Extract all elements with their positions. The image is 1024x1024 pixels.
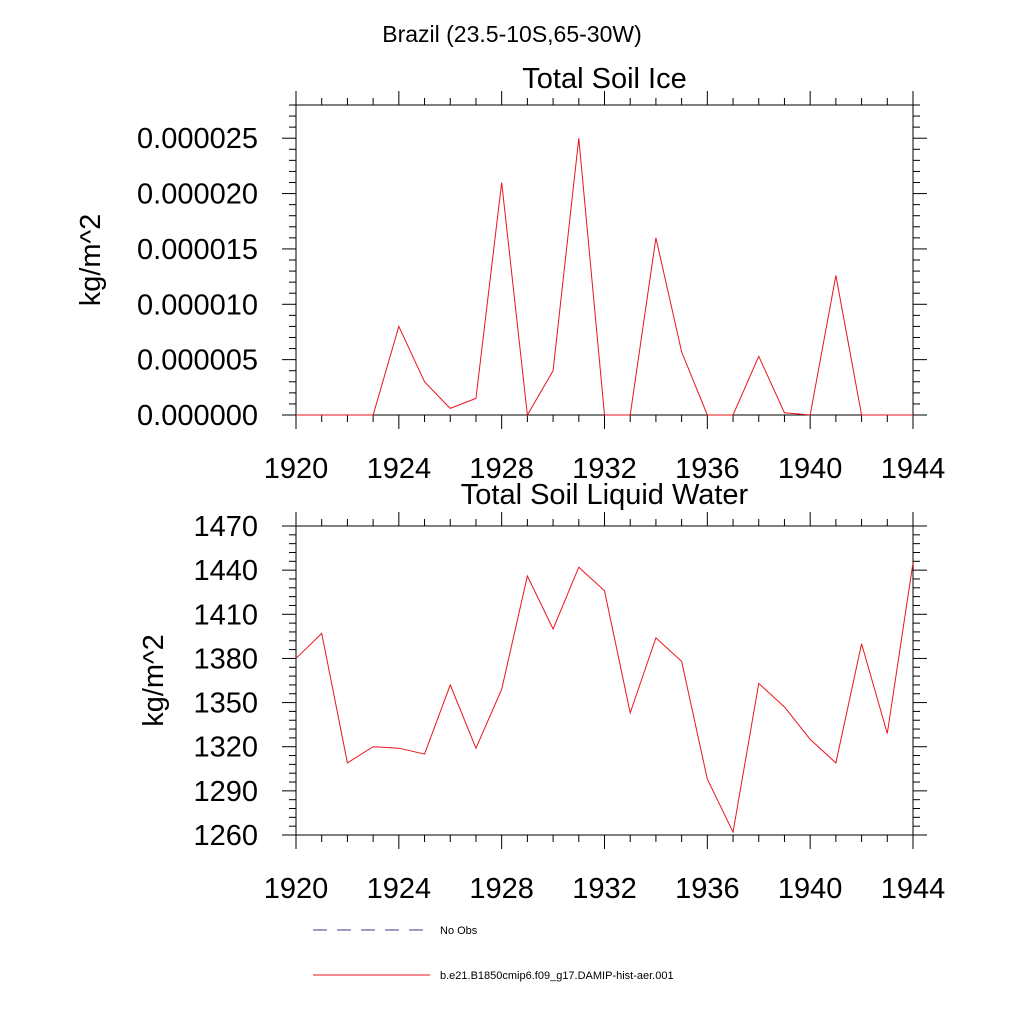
ice-x-tick-label: 1932 xyxy=(572,453,637,485)
ice-plot-frame xyxy=(295,104,914,416)
water-x-tick-label: 1928 xyxy=(469,873,534,905)
water-series-line xyxy=(295,562,914,834)
figure-title: Brazil (23.5-10S,65-30W) xyxy=(382,21,642,47)
ice-y-tick-label: 0.000015 xyxy=(137,234,258,266)
water-y-tick-label: 1290 xyxy=(193,776,258,808)
water-y-tick-label: 1470 xyxy=(193,511,258,543)
ice-y-tick-label: 0.000020 xyxy=(137,179,258,211)
ice-x-tick-label: 1940 xyxy=(778,453,843,485)
soil-ice-panel: Total Soil Ice kg/m^2 1920 1924 1928 1932 1936… xyxy=(75,63,945,485)
ice-x-tick-label: 1944 xyxy=(881,453,946,485)
legend-no-obs-label: No Obs xyxy=(440,925,478,937)
ice-x-tick-label: 1928 xyxy=(469,453,534,485)
water-x-tick-label: 1940 xyxy=(778,873,843,905)
water-y-axis-label: kg/m^2 xyxy=(138,634,170,727)
ice-x-tick-label: 1920 xyxy=(264,453,329,485)
water-x-tick-label: 1924 xyxy=(367,873,432,905)
legend-model-label: b.e21.B1850cmip6.f09_g17.DAMIP-hist-aer.… xyxy=(440,970,674,982)
water-chart-title: Total Soil Liquid Water xyxy=(461,479,749,511)
water-plot-frame xyxy=(295,525,914,836)
ice-y-tick-label: 0.000005 xyxy=(137,345,258,377)
water-y-tick-label: 1440 xyxy=(193,555,258,587)
ice-series-line xyxy=(296,138,913,417)
ice-chart-title: Total Soil Ice xyxy=(522,63,686,95)
ice-y-axis-label: kg/m^2 xyxy=(75,214,107,307)
soil-liquid-water-panel: Total Soil Liquid Water kg/m^2 1920 1924 192… xyxy=(138,479,945,905)
water-y-tick-label: 1260 xyxy=(193,820,258,852)
water-x-tick-label: 1944 xyxy=(881,873,946,905)
ice-y-tick-label: 0.000000 xyxy=(137,400,258,432)
ice-x-tick-label: 1924 xyxy=(367,453,432,485)
water-y-tick-label: 1380 xyxy=(193,643,258,675)
water-x-tick-label: 1932 xyxy=(572,873,637,905)
ice-y-tick-label: 0.000010 xyxy=(137,289,258,321)
water-x-tick-label: 1936 xyxy=(675,873,740,905)
water-y-tick-label: 1320 xyxy=(193,732,258,764)
water-y-tick-label: 1350 xyxy=(193,688,258,720)
water-x-tick-label: 1920 xyxy=(264,873,329,905)
ice-x-tick-label: 1936 xyxy=(675,453,740,485)
legend: No Obs b.e21.B1850cmip6.f09_g17.DAMIP-hi… xyxy=(313,925,674,982)
ice-y-tick-label: 0.000025 xyxy=(137,123,258,155)
water-y-tick-label: 1410 xyxy=(193,599,258,631)
